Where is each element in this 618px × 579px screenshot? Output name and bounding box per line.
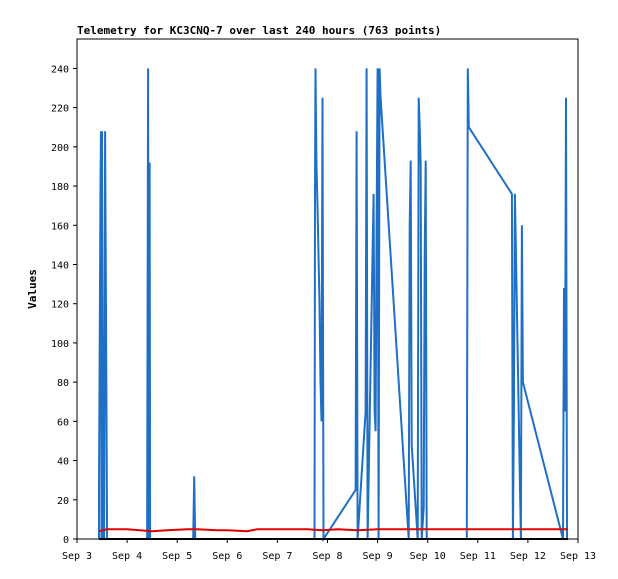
y-tick-label: 0 [63, 535, 69, 546]
x-tick-label: Sep 13 [560, 551, 596, 562]
x-tick-label: Sep 7 [262, 551, 292, 562]
x-axis: Sep 3 Sep 4 Sep 5 Sep 6 Sep 7 Sep 8 Sep 9 Sep 1… [62, 539, 596, 562]
y-tick-label: 100 [51, 339, 69, 350]
series-line-1 [98, 68, 568, 543]
y-tick-label: 240 [51, 64, 69, 75]
y-tick-label: 40 [57, 457, 69, 468]
series-line-2 [98, 528, 568, 533]
x-tick-label: Sep 8 [312, 551, 342, 562]
y-axis: 0 20 40 60 80 100 120 140 160 180 200 220 240 [51, 64, 77, 546]
plot-area [76, 38, 579, 540]
x-tick-label: Sep 4 [112, 551, 142, 562]
y-tick-label: 140 [51, 260, 69, 271]
x-tick-label: Sep 12 [510, 551, 546, 562]
y-tick-label: 180 [51, 182, 69, 193]
y-tick-label: 80 [57, 378, 69, 389]
y-axis-label: Values [26, 269, 39, 309]
y-tick-label: 60 [57, 417, 69, 428]
y-tick-label: 160 [51, 221, 69, 232]
chart-title: Telemetry for KC3CNQ-7 over last 240 hou… [77, 24, 441, 37]
x-tick-label: Sep 5 [162, 551, 192, 562]
y-tick-label: 20 [57, 496, 69, 507]
series-layer [98, 68, 568, 543]
x-tick-label: Sep 10 [410, 551, 446, 562]
x-tick-label: Sep 6 [212, 551, 242, 562]
y-tick-label: 200 [51, 143, 69, 154]
x-tick-label: Sep 11 [460, 551, 496, 562]
x-tick-label: Sep 3 [62, 551, 92, 562]
y-tick-label: 120 [51, 300, 69, 311]
y-tick-label: 220 [51, 104, 69, 115]
x-tick-label: Sep 9 [363, 551, 393, 562]
